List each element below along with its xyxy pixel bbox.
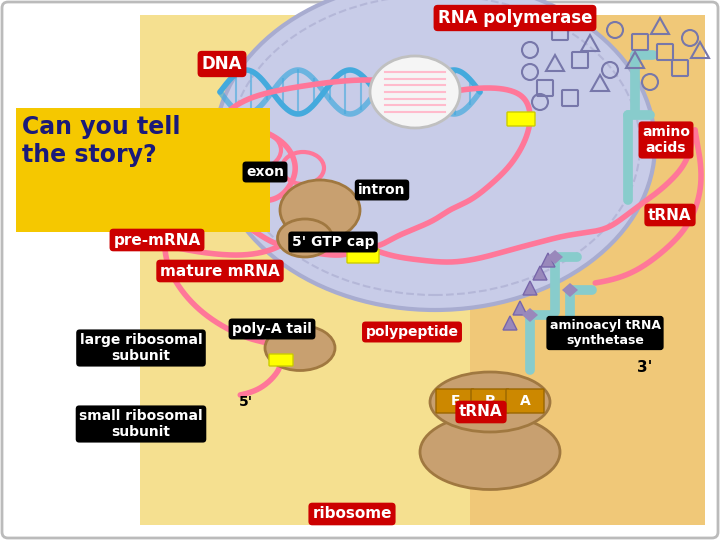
Ellipse shape bbox=[420, 415, 560, 489]
Text: pre-mRNA: pre-mRNA bbox=[113, 233, 201, 247]
Polygon shape bbox=[140, 15, 705, 525]
Ellipse shape bbox=[215, 0, 655, 310]
Ellipse shape bbox=[280, 180, 360, 240]
Ellipse shape bbox=[277, 219, 333, 257]
FancyBboxPatch shape bbox=[16, 108, 270, 232]
FancyBboxPatch shape bbox=[506, 389, 544, 413]
Polygon shape bbox=[503, 316, 517, 330]
Polygon shape bbox=[523, 281, 537, 295]
Text: RNA polymerase: RNA polymerase bbox=[438, 9, 593, 27]
FancyBboxPatch shape bbox=[507, 112, 535, 126]
Text: aminoacyl tRNA
synthetase: aminoacyl tRNA synthetase bbox=[549, 319, 660, 347]
Polygon shape bbox=[470, 15, 705, 525]
FancyBboxPatch shape bbox=[347, 249, 379, 263]
Ellipse shape bbox=[265, 326, 335, 370]
Text: mature mRNA: mature mRNA bbox=[160, 264, 280, 279]
Text: amino
acids: amino acids bbox=[642, 125, 690, 155]
Polygon shape bbox=[547, 250, 563, 264]
Text: exon: exon bbox=[246, 165, 284, 179]
Text: 3': 3' bbox=[637, 360, 653, 375]
Text: small ribosomal
subunit: small ribosomal subunit bbox=[79, 409, 203, 439]
Polygon shape bbox=[513, 301, 527, 315]
Text: tRNA: tRNA bbox=[648, 207, 692, 222]
Polygon shape bbox=[533, 266, 547, 280]
Text: polypeptide: polypeptide bbox=[366, 325, 459, 339]
Text: 5' GTP cap: 5' GTP cap bbox=[292, 235, 374, 249]
Polygon shape bbox=[522, 308, 538, 322]
FancyBboxPatch shape bbox=[471, 389, 509, 413]
FancyBboxPatch shape bbox=[436, 389, 474, 413]
Ellipse shape bbox=[430, 372, 550, 432]
Text: E: E bbox=[450, 394, 460, 408]
Polygon shape bbox=[541, 253, 555, 267]
Text: A: A bbox=[520, 394, 531, 408]
Text: 5': 5' bbox=[239, 395, 253, 409]
Ellipse shape bbox=[370, 56, 460, 128]
Text: tRNA: tRNA bbox=[459, 404, 503, 420]
Text: ribosome: ribosome bbox=[312, 507, 392, 522]
Polygon shape bbox=[562, 283, 578, 297]
Text: poly-A tail: poly-A tail bbox=[232, 322, 312, 336]
Text: DNA: DNA bbox=[202, 55, 242, 73]
Text: intron: intron bbox=[359, 183, 406, 197]
Text: P: P bbox=[485, 394, 495, 408]
Text: large ribosomal
subunit: large ribosomal subunit bbox=[80, 333, 202, 363]
FancyBboxPatch shape bbox=[269, 354, 293, 366]
Text: Can you tell
the story?: Can you tell the story? bbox=[22, 115, 181, 167]
